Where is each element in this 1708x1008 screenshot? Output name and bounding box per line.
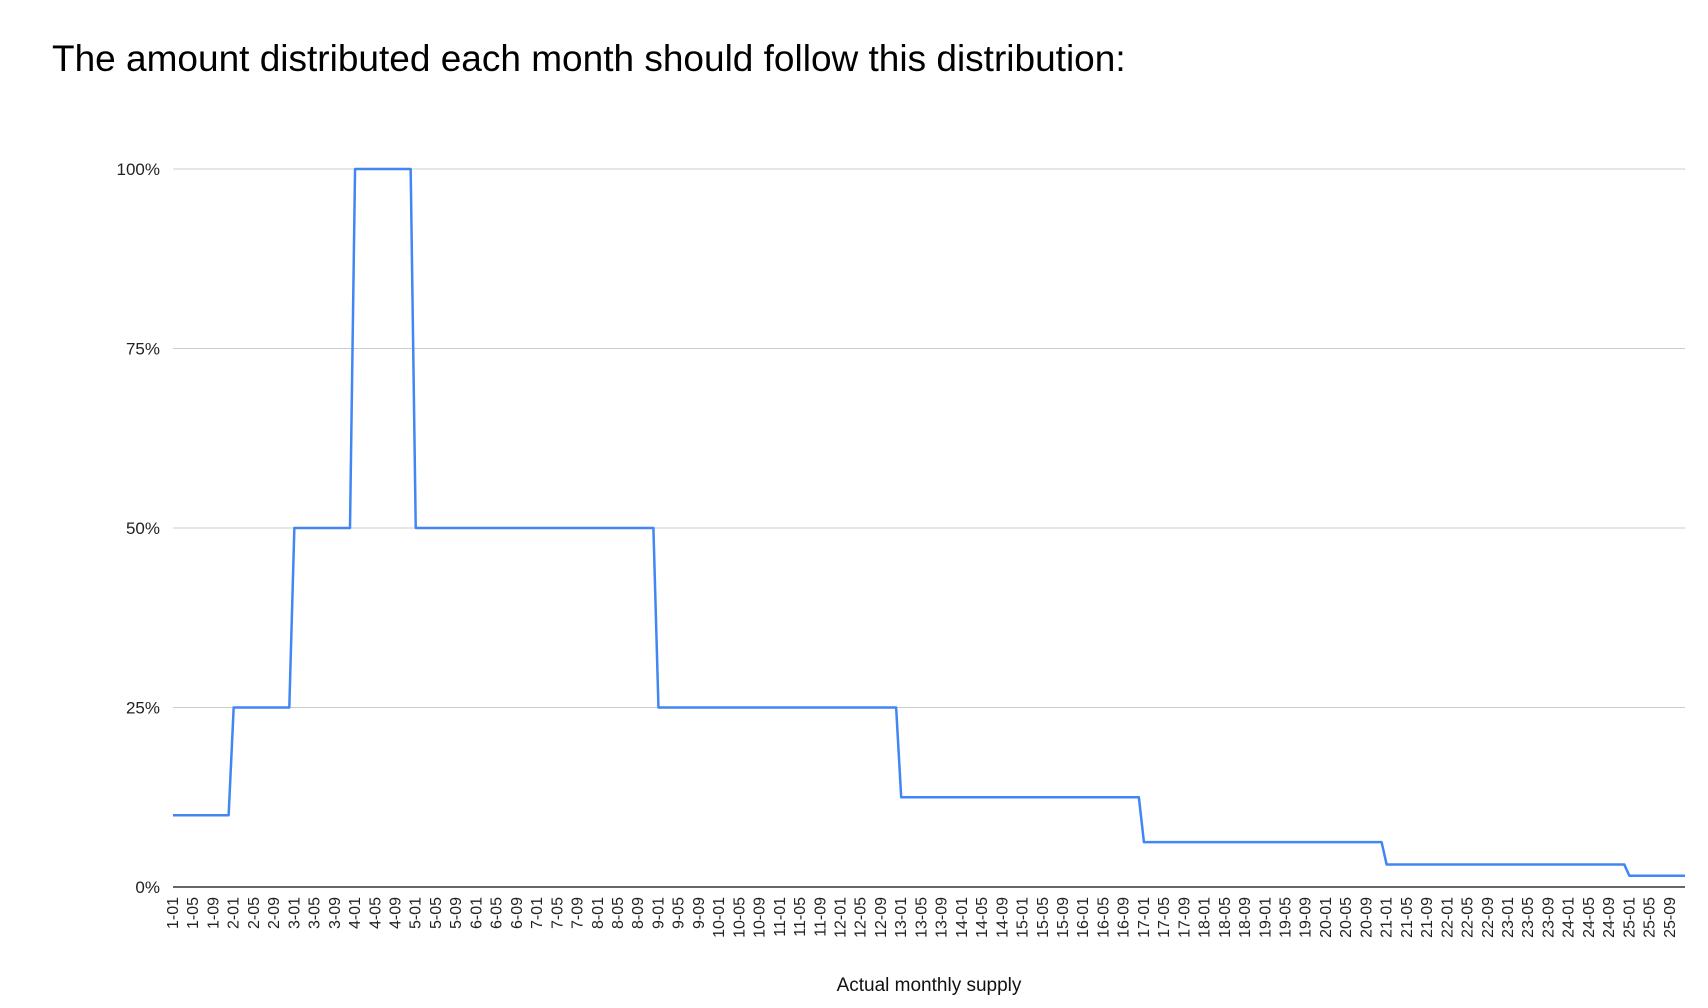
x-tick-label: 23-05 bbox=[1520, 897, 1537, 938]
x-tick-label: 2-09 bbox=[266, 897, 283, 929]
x-tick-label: 17-09 bbox=[1176, 897, 1193, 938]
x-axis-ticks: 1-01 1-05 1-09 2-01 2-05 2-09 3-01 3-05 3-09 4-01… bbox=[165, 897, 1679, 938]
x-tick-label: 15-05 bbox=[1035, 897, 1052, 938]
y-tick-label: 75% bbox=[126, 340, 160, 359]
x-tick-label: 3-05 bbox=[307, 897, 324, 929]
x-tick-label: 20-05 bbox=[1338, 897, 1355, 938]
x-tick-label: 14-01 bbox=[954, 897, 971, 938]
y-tick-label: 100% bbox=[117, 160, 160, 179]
x-tick-label: 21-05 bbox=[1399, 897, 1416, 938]
x-tick-label: 3-01 bbox=[286, 897, 303, 929]
y-tick-label: 0% bbox=[135, 878, 160, 897]
x-tick-label: 7-09 bbox=[570, 897, 587, 929]
x-tick-label: 20-01 bbox=[1318, 897, 1335, 938]
y-tick-label: 50% bbox=[126, 519, 160, 538]
x-tick-label: 20-09 bbox=[1358, 897, 1375, 938]
x-tick-label: 18-05 bbox=[1217, 897, 1234, 938]
x-tick-label: 8-09 bbox=[630, 897, 647, 929]
x-tick-label: 15-09 bbox=[1055, 897, 1072, 938]
x-tick-label: 15-01 bbox=[1015, 897, 1032, 938]
x-tick-label: 6-09 bbox=[509, 897, 526, 929]
x-tick-label: 6-01 bbox=[468, 897, 485, 929]
x-tick-label: 18-01 bbox=[1197, 897, 1214, 938]
x-tick-label: 24-01 bbox=[1561, 897, 1578, 938]
x-tick-label: 10-01 bbox=[711, 897, 728, 938]
x-tick-label: 10-09 bbox=[752, 897, 769, 938]
x-tick-label: 13-09 bbox=[934, 897, 951, 938]
x-tick-label: 9-01 bbox=[650, 897, 667, 929]
x-tick-label: 18-09 bbox=[1237, 897, 1254, 938]
x-tick-label: 19-09 bbox=[1298, 897, 1315, 938]
x-tick-label: 3-09 bbox=[327, 897, 344, 929]
x-axis-title: Actual monthly supply bbox=[837, 975, 1022, 996]
x-tick-label: 21-09 bbox=[1419, 897, 1436, 938]
x-tick-label: 11-05 bbox=[792, 897, 809, 937]
x-tick-label: 9-05 bbox=[671, 897, 688, 929]
x-tick-label: 5-05 bbox=[428, 897, 445, 929]
x-tick-label: 16-05 bbox=[1095, 897, 1112, 938]
x-tick-label: 7-01 bbox=[529, 897, 546, 929]
x-tick-label: 25-09 bbox=[1662, 897, 1679, 938]
x-tick-label: 1-05 bbox=[185, 897, 202, 929]
x-tick-label: 13-05 bbox=[913, 897, 930, 938]
x-tick-label: 2-05 bbox=[246, 897, 263, 929]
x-tick-label: 12-09 bbox=[873, 897, 890, 938]
x-tick-label: 11-01 bbox=[772, 897, 789, 937]
x-tick-label: 12-01 bbox=[833, 897, 850, 938]
x-tick-label: 22-01 bbox=[1439, 897, 1456, 938]
x-tick-label: 24-05 bbox=[1581, 897, 1598, 938]
series-line bbox=[173, 167, 1685, 878]
x-tick-label: 1-09 bbox=[205, 897, 222, 929]
x-tick-label: 19-01 bbox=[1257, 897, 1274, 938]
y-tick-label: 25% bbox=[126, 699, 160, 718]
x-tick-label: 23-01 bbox=[1500, 897, 1517, 938]
x-tick-label: 13-01 bbox=[893, 897, 910, 938]
x-tick-label: 8-01 bbox=[590, 897, 607, 929]
x-tick-label: 2-01 bbox=[226, 897, 243, 929]
x-tick-label: 14-09 bbox=[994, 897, 1011, 938]
x-tick-label: 16-09 bbox=[1116, 897, 1133, 938]
x-tick-label: 5-01 bbox=[408, 897, 425, 929]
x-tick-label: 4-01 bbox=[347, 897, 364, 929]
x-tick-label: 17-01 bbox=[1136, 897, 1153, 938]
x-tick-label: 25-01 bbox=[1621, 897, 1638, 938]
x-tick-label: 24-09 bbox=[1601, 897, 1618, 938]
x-tick-label: 11-09 bbox=[812, 897, 829, 937]
page-title: The amount distributed each month should… bbox=[52, 38, 1126, 79]
x-tick-label: 23-09 bbox=[1540, 897, 1557, 938]
x-tick-label: 1-01 bbox=[165, 897, 182, 929]
x-tick-label: 17-05 bbox=[1156, 897, 1173, 938]
x-tick-label: 16-01 bbox=[1075, 897, 1092, 938]
y-axis-ticks: 0% 25% 50% 75% 100% bbox=[117, 160, 160, 897]
x-tick-label: 21-01 bbox=[1379, 897, 1396, 938]
x-tick-label: 10-05 bbox=[731, 897, 748, 938]
gridlines bbox=[173, 168, 1685, 708]
x-tick-label: 12-05 bbox=[853, 897, 870, 938]
x-tick-label: 19-05 bbox=[1278, 897, 1295, 938]
x-tick-label: 8-05 bbox=[610, 897, 627, 929]
x-tick-label: 7-05 bbox=[549, 897, 566, 929]
x-tick-label: 9-09 bbox=[691, 897, 708, 929]
x-tick-label: 22-09 bbox=[1480, 897, 1497, 938]
x-tick-label: 25-05 bbox=[1642, 897, 1659, 938]
x-tick-label: 22-05 bbox=[1460, 897, 1477, 938]
x-tick-label: 5-09 bbox=[448, 897, 465, 929]
x-tick-label: 4-09 bbox=[388, 897, 405, 929]
x-tick-label: 6-05 bbox=[489, 897, 506, 929]
x-tick-label: 14-05 bbox=[974, 897, 991, 938]
x-tick-label: 4-05 bbox=[367, 897, 384, 929]
